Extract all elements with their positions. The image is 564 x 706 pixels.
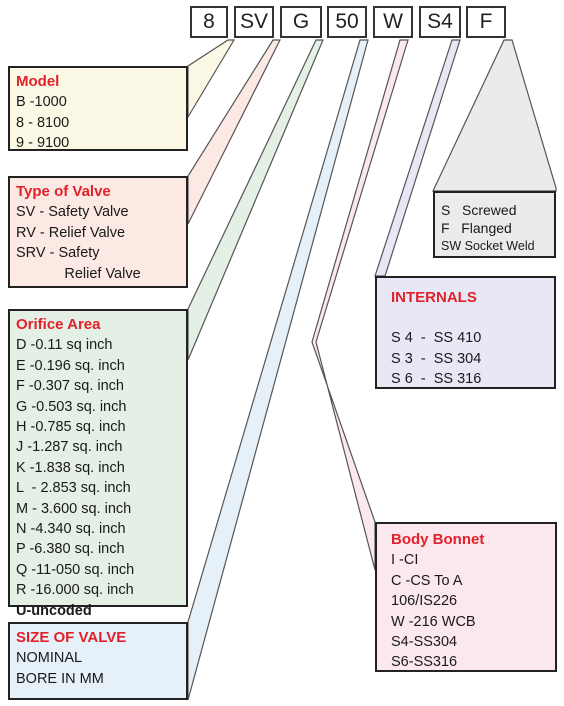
code-body: W — [373, 6, 413, 38]
body-bonnet-line: W -216 WCB — [391, 613, 476, 630]
model-line: 9 - 9100 — [16, 135, 70, 152]
orifice-line: Q -11-050 sq. inch — [16, 561, 135, 578]
connector-model — [187, 39, 236, 120]
body-bonnet-line: S4-SS304 — [391, 634, 458, 651]
connector-orifice — [187, 39, 324, 361]
type-of-valve-line: SRV - Safety — [16, 245, 100, 262]
orifice-line: M - 3.600 sq. inch — [16, 500, 132, 517]
internals-line: S 6 - SS 316 — [391, 371, 482, 388]
orifice-line: K -1.838 sq. inch — [16, 459, 125, 476]
model-line: B -1000 — [16, 94, 67, 111]
type-of-valve-title: Type of Valve — [16, 183, 111, 200]
type-of-valve-line: RV - Relief Valve — [16, 224, 126, 241]
code-ends: F — [466, 6, 506, 38]
internals-line: S 3 - SS 304 — [391, 350, 482, 367]
orifice-line: G -0.503 sq. inch — [16, 398, 127, 415]
orifice-area-title: Orifice Area — [16, 316, 101, 333]
orifice-line: P -6.380 sq. inch — [16, 541, 125, 558]
internals-title: INTERNALS — [391, 289, 477, 306]
body-bonnet-line: 106/IS226 — [391, 593, 458, 610]
code-internals: S4 — [419, 6, 461, 38]
orifice-area-box: Orifice Area D -0.11 sq inch E -0.196 sq… — [8, 309, 188, 619]
body-bonnet-title: Body Bonnet — [391, 531, 485, 548]
model-title: Model — [16, 73, 60, 90]
body-bonnet-line: S6-SS316 — [391, 654, 458, 671]
orifice-line: D -0.11 sq inch — [16, 337, 113, 354]
orifice-line: H -0.785 sq. inch — [16, 419, 126, 436]
connector-size — [187, 39, 369, 701]
orifice-line: L - 2.853 sq. inch — [16, 480, 131, 497]
code-orifice: G — [280, 6, 322, 38]
orifice-line: U-uncoded — [16, 602, 92, 619]
type-of-valve-line: SV - Safety Valve — [16, 204, 129, 221]
type-of-valve-line: Relief Valve — [16, 265, 141, 282]
size-of-valve-title: SIZE OF VALVE — [16, 629, 127, 646]
internals-box: INTERNALS S 4 - SS 410 S 3 - SS 304 S 6 … — [375, 276, 556, 389]
body-bonnet-line: C -CS To A — [391, 572, 463, 589]
orifice-line: F -0.307 sq. inch — [16, 378, 124, 395]
size-of-valve-box: SIZE OF VALVE NOMINAL BORE IN MM — [8, 622, 188, 700]
type-of-valve-box: Type of Valve SV - Safety Valve RV - Rel… — [8, 176, 188, 288]
end-connection-box: S Screwed F Flanged SW Socket Weld — [433, 191, 556, 258]
end-connection-line: S Screwed — [441, 202, 517, 218]
size-of-valve-line: BORE IN MM — [16, 670, 104, 687]
internals-line: S 4 - SS 410 — [391, 330, 482, 347]
code-model: 8 — [190, 6, 228, 38]
model-line: 8 - 8100 — [16, 114, 70, 131]
body-bonnet-line: I -CI — [391, 552, 419, 569]
orifice-line: J -1.287 sq. inch — [16, 439, 123, 456]
end-connection-line: F Flanged — [441, 220, 512, 236]
orifice-line: E -0.196 sq. inch — [16, 357, 125, 374]
connector-type — [187, 39, 281, 225]
body-bonnet-box: Body Bonnet I -CI C -CS To A 106/IS226 W… — [375, 522, 557, 672]
code-size: 50 — [327, 6, 367, 38]
orifice-line: R -16.000 sq. inch — [16, 582, 134, 599]
model-box: Model B -1000 8 - 8100 9 - 9100 — [8, 66, 188, 151]
orifice-line: N -4.340 sq. inch — [16, 521, 126, 538]
end-connection-line: SW Socket Weld — [441, 239, 535, 253]
size-of-valve-line: NOMINAL — [16, 650, 83, 667]
code-type: SV — [234, 6, 274, 38]
